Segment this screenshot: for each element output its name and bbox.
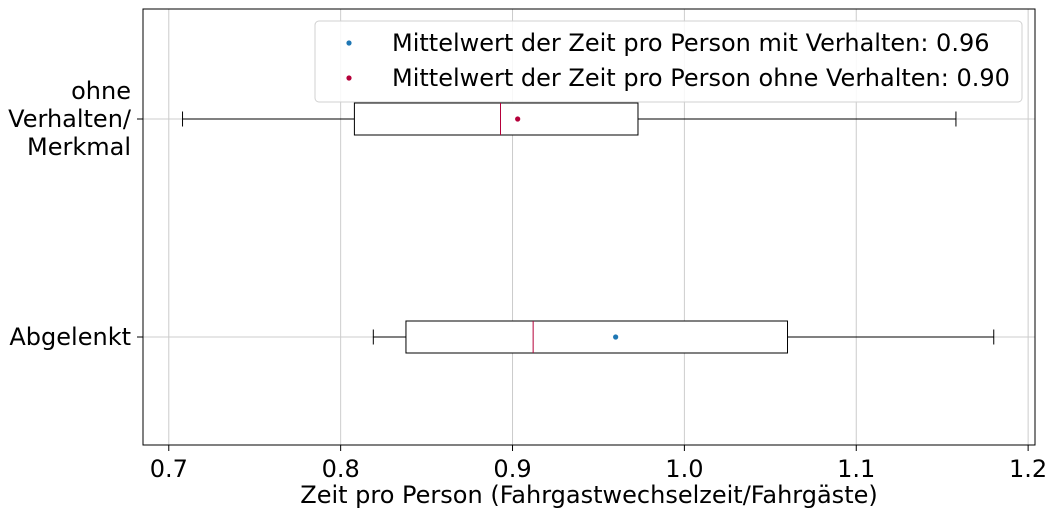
x-tick-label: 0.9 (493, 455, 531, 483)
mean-marker (613, 334, 619, 340)
legend-label: Mittelwert der Zeit pro Person mit Verha… (392, 29, 989, 57)
box-group (182, 102, 957, 136)
x-tick-label: 1.2 (1009, 455, 1047, 483)
x-tick-label: 0.8 (322, 455, 360, 483)
x-tick-label: 0.7 (150, 455, 188, 483)
y-tick-label: ohne (71, 77, 131, 105)
x-axis-label: Zeit pro Person (Fahrgastwechselzeit/Fah… (300, 481, 877, 509)
mean-marker (515, 116, 521, 122)
legend: Mittelwert der Zeit pro Person mit Verha… (314, 20, 1023, 103)
box-group (372, 320, 995, 354)
plot-area-frame (142, 8, 1036, 446)
y-tick-label: Abgelenkt (9, 323, 131, 351)
y-tick-label: Verhalten/ (8, 105, 132, 133)
axis-ticks: 0.7 0.8 0.9 1.0 1.1 1.2 ohne Verhalten/Merkmal… (8, 77, 1047, 483)
box-iqr (405, 320, 789, 354)
legend-marker (346, 75, 352, 81)
x-tick-label: 1.0 (665, 455, 703, 483)
boxes (182, 102, 995, 354)
x-tick-label: 1.1 (837, 455, 875, 483)
legend-box (314, 20, 1023, 103)
y-tick-label: Merkmal (27, 133, 131, 161)
box-iqr (353, 102, 639, 136)
legend-marker (346, 40, 352, 46)
legend-label: Mittelwert der Zeit pro Person ohne Verh… (392, 64, 1010, 92)
